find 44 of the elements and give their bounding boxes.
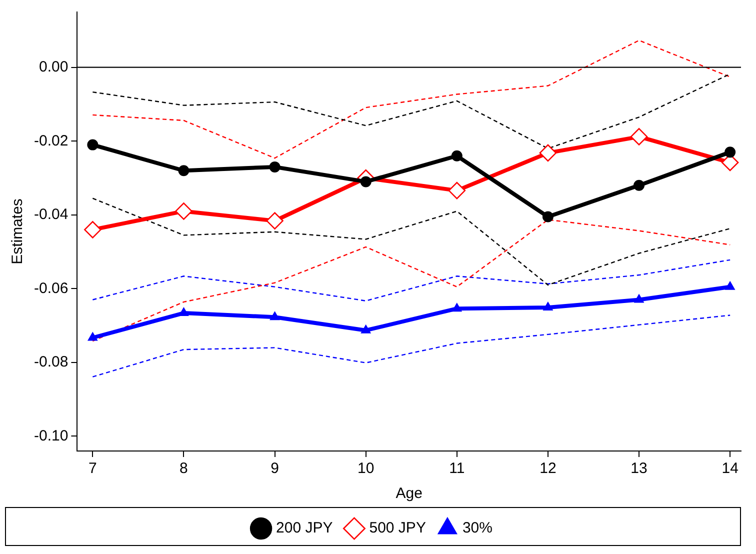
point <box>725 281 735 290</box>
point <box>448 182 466 200</box>
y-axis-title: Estimates <box>9 198 26 264</box>
x-tick-label: 9 <box>270 460 279 478</box>
x-tick-label: 8 <box>180 460 188 478</box>
x-tick-label: 11 <box>449 460 465 478</box>
point <box>88 332 98 341</box>
line-series <box>92 314 731 378</box>
point <box>178 165 190 176</box>
x-tick-label: 10 <box>358 460 374 478</box>
point <box>361 324 371 334</box>
point <box>451 150 462 162</box>
y-tick-label: -0.02 <box>34 132 68 150</box>
line-series <box>92 198 731 286</box>
y-tick-label: -0.06 <box>34 280 68 297</box>
point <box>539 144 557 162</box>
legend-label: 30% <box>462 520 492 537</box>
y-tick-label: -0.04 <box>34 206 68 224</box>
y-tick-label: -0.10 <box>34 427 68 444</box>
line-series <box>92 259 731 302</box>
x-tick-label: 14 <box>722 460 738 478</box>
legend-label: 200 JPY <box>276 520 333 537</box>
point <box>360 176 372 188</box>
point <box>542 211 554 222</box>
point <box>269 161 280 172</box>
point <box>543 302 553 310</box>
point <box>84 221 102 238</box>
x-tick-label: 12 <box>540 460 556 478</box>
x-axis-title: Age <box>396 485 422 502</box>
point <box>452 303 462 312</box>
point <box>175 202 192 220</box>
point <box>87 139 98 150</box>
point <box>266 212 284 230</box>
line-series <box>92 40 731 159</box>
legend-label: 500 JPY <box>369 520 426 537</box>
point <box>634 294 644 303</box>
x-tick-label: 7 <box>88 460 97 478</box>
point <box>630 128 648 146</box>
point <box>270 312 280 320</box>
y-tick-label: -0.08 <box>34 354 68 371</box>
point <box>634 180 645 191</box>
point <box>724 146 736 158</box>
x-tick-label: 13 <box>630 460 648 478</box>
y-tick-label: 0.00 <box>38 58 68 76</box>
